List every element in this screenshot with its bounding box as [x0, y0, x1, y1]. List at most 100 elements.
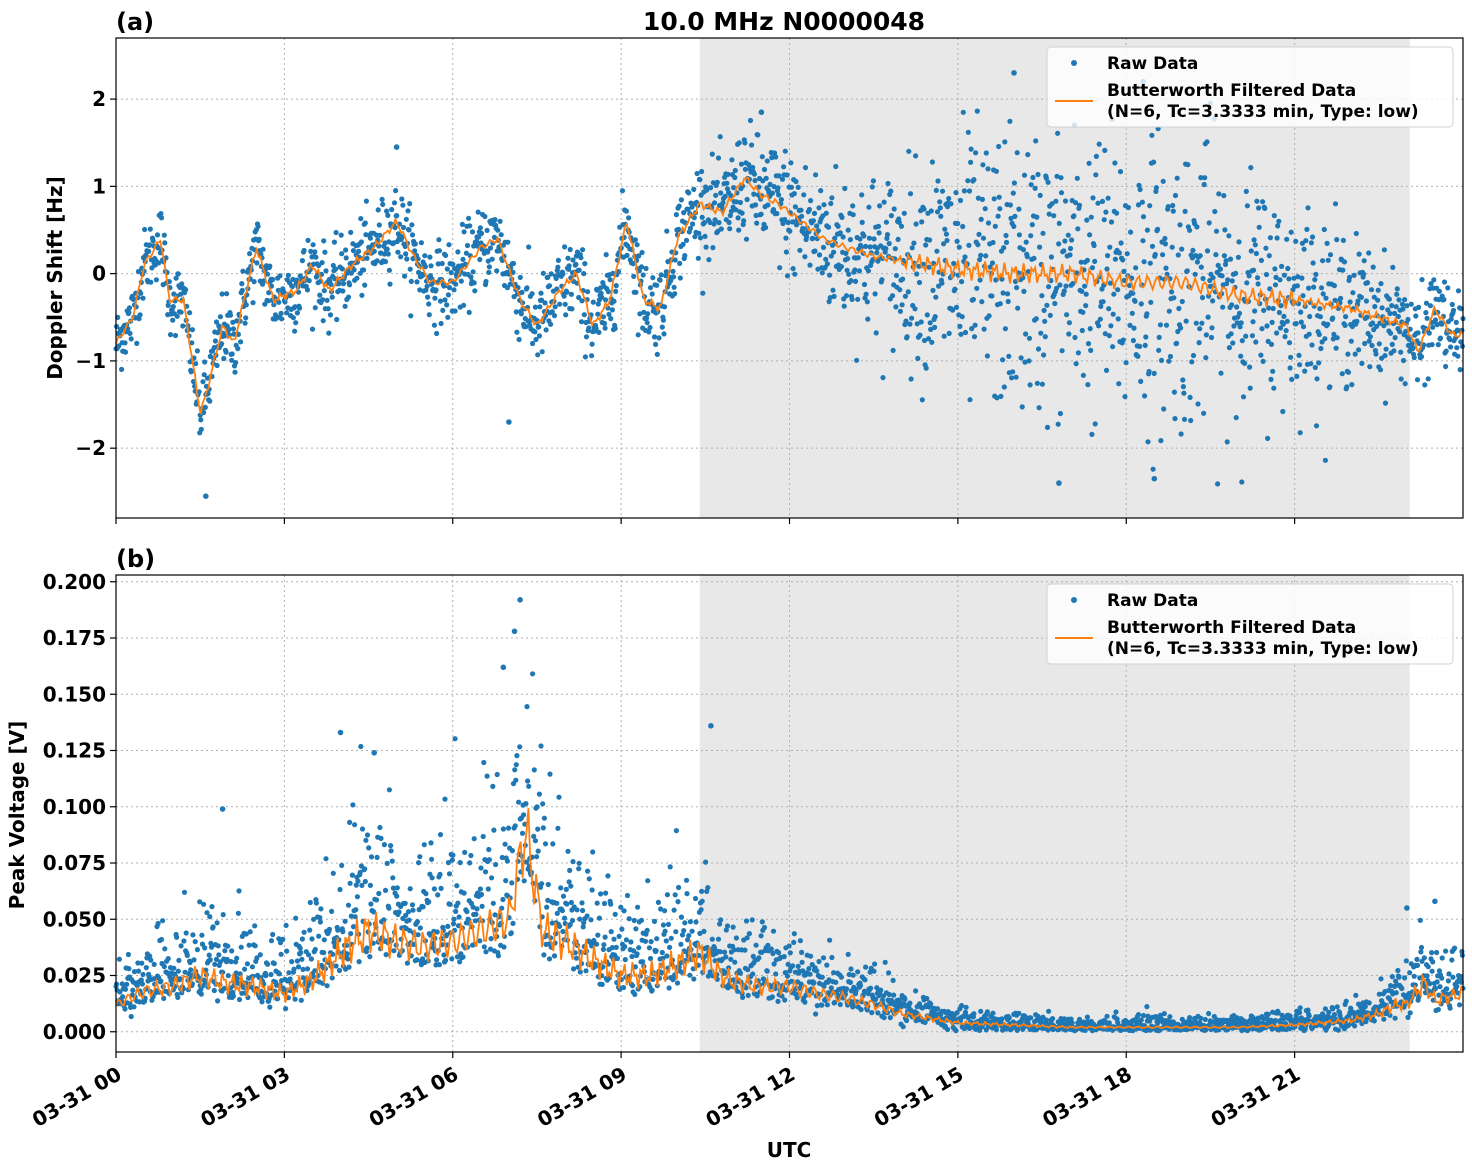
raw-data-point [333, 963, 339, 969]
raw-data-point [1187, 394, 1193, 400]
raw-data-point [470, 904, 476, 910]
raw-data-point [562, 915, 568, 921]
raw-data-point [875, 1010, 881, 1016]
raw-data-point [429, 875, 435, 881]
raw-data-point [818, 188, 824, 194]
raw-data-point [131, 969, 138, 975]
raw-data-point [554, 900, 560, 906]
raw-data-point [1381, 247, 1387, 253]
raw-data-point [1318, 285, 1325, 291]
raw-data-point [268, 938, 275, 944]
raw-data-point [352, 914, 358, 920]
raw-data-point [1148, 299, 1154, 305]
raw-data-point [971, 1011, 977, 1017]
raw-data-point [215, 943, 221, 949]
raw-data-point [466, 309, 472, 315]
raw-data-point [329, 908, 335, 915]
raw-data-point [512, 767, 518, 773]
raw-data-point [1041, 307, 1047, 313]
raw-data-point [1075, 350, 1081, 356]
raw-data-point [973, 150, 979, 156]
raw-data-point [856, 268, 863, 274]
raw-data-point [1293, 321, 1299, 327]
raw-data-point [307, 899, 313, 906]
raw-data-point [980, 235, 987, 241]
raw-data-point [978, 216, 984, 222]
raw-data-point [927, 320, 933, 326]
raw-data-point [1101, 217, 1107, 223]
raw-data-point [1137, 186, 1143, 193]
raw-data-point [687, 225, 694, 231]
raw-data-point [426, 899, 432, 905]
raw-data-point [580, 247, 586, 253]
raw-data-point [488, 936, 494, 942]
raw-data-point [325, 306, 331, 312]
raw-data-point [845, 256, 851, 262]
raw-data-point [1407, 1010, 1413, 1016]
raw-data-point [1167, 353, 1174, 360]
raw-data-point [1138, 378, 1144, 384]
raw-data-point [300, 966, 306, 973]
raw-data-point [1334, 1004, 1340, 1010]
raw-data-point [517, 274, 523, 280]
raw-data-point [792, 204, 799, 210]
raw-data-point [1455, 353, 1461, 359]
raw-data-point [265, 961, 271, 967]
raw-data-point [633, 289, 639, 295]
raw-data-point [1288, 229, 1294, 235]
raw-data-point [756, 955, 762, 961]
raw-data-point [777, 265, 783, 271]
raw-data-point [1221, 253, 1227, 259]
raw-data-point [194, 348, 200, 354]
raw-data-point [1320, 258, 1326, 264]
raw-data-point [1334, 335, 1340, 341]
raw-data-point [486, 269, 492, 275]
raw-data-point [321, 950, 327, 956]
raw-data-point [405, 909, 412, 915]
raw-data-point [1308, 361, 1314, 367]
raw-data-point [740, 221, 746, 228]
raw-data-point [287, 293, 293, 299]
raw-data-point [1160, 252, 1166, 258]
raw-data-point [551, 953, 558, 959]
raw-data-point [343, 247, 349, 253]
raw-data-point [753, 212, 759, 219]
raw-data-point [1039, 293, 1045, 299]
raw-data-point [1088, 347, 1094, 353]
raw-data-point [155, 920, 161, 927]
raw-data-point [126, 309, 132, 315]
raw-data-point [481, 944, 487, 950]
raw-data-point [298, 949, 304, 956]
raw-data-point [347, 880, 353, 886]
raw-data-point [814, 1003, 820, 1009]
raw-data-point [1102, 331, 1108, 337]
raw-data-point [294, 958, 300, 964]
raw-data-point [312, 249, 318, 255]
raw-data-point [797, 247, 803, 253]
raw-data-point [683, 237, 690, 243]
raw-data-point [1015, 305, 1021, 311]
raw-data-point [445, 314, 451, 320]
raw-data-point [362, 220, 368, 226]
raw-data-point [415, 932, 421, 938]
raw-data-point [960, 223, 966, 230]
raw-data-point [754, 993, 760, 999]
raw-data-point [997, 206, 1003, 212]
raw-data-point [1352, 351, 1358, 357]
raw-data-point-extreme [758, 109, 765, 115]
raw-data-point [450, 261, 456, 267]
raw-data-point [589, 341, 595, 347]
raw-data-point [886, 991, 892, 998]
raw-data-point [485, 258, 491, 264]
raw-data-point [1056, 220, 1062, 226]
raw-data-point [581, 312, 587, 318]
raw-data-point [1370, 320, 1376, 326]
raw-data-point [1389, 974, 1395, 980]
raw-data-point [855, 969, 861, 975]
raw-data-point [1447, 337, 1453, 343]
raw-data-point [1224, 439, 1230, 445]
raw-data-point [270, 931, 276, 938]
raw-data-point [989, 293, 995, 299]
raw-data-point [845, 227, 851, 233]
raw-data-point [807, 262, 813, 268]
